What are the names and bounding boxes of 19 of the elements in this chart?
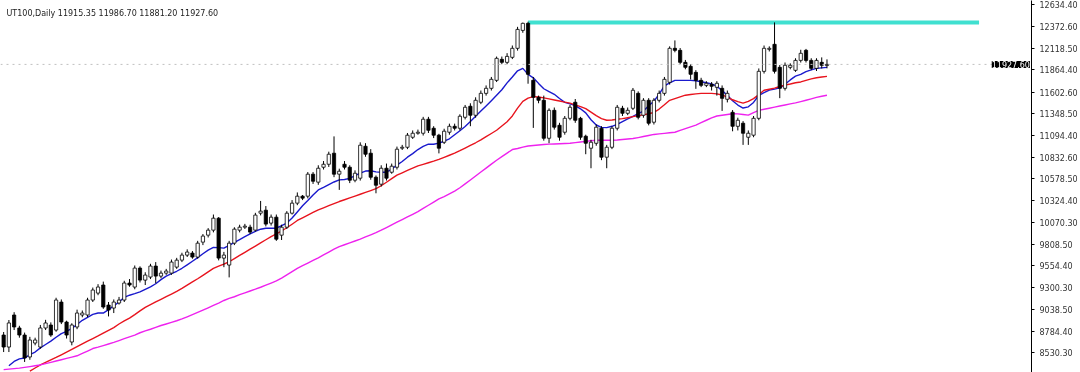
y-tick-label: 12372.60: [1039, 23, 1078, 33]
y-tick-label: 11094.40: [1039, 131, 1078, 141]
y-tick-label: 11864.40: [1039, 66, 1078, 76]
ref-line-label: 11927.60: [991, 60, 1030, 70]
y-tick-label: 9038.50: [1039, 306, 1073, 316]
y-tick-label: 10324.40: [1039, 197, 1078, 207]
y-tick-label: 8530.30: [1039, 349, 1073, 359]
y-tick-label: 11348.50: [1039, 110, 1078, 120]
y-tick-label: 12118.50: [1039, 44, 1078, 54]
y-tick-label: 10832.60: [1039, 153, 1078, 163]
y-tick-label: 10578.50: [1039, 175, 1078, 185]
y-tick-label: 12634.40: [1039, 0, 1078, 10]
y-tick-label: 9554.40: [1039, 262, 1073, 272]
y-tick-label: 9300.30: [1039, 284, 1073, 294]
y-tick-label: 9808.50: [1039, 240, 1073, 250]
y-tick-label: 10070.30: [1039, 218, 1078, 228]
y-tick-label: 11602.60: [1039, 88, 1078, 98]
y-tick-label: 8784.40: [1039, 327, 1073, 337]
text: UT100,Daily 11915.35 11986.70 11881.20 11927.60: [6, 8, 219, 18]
